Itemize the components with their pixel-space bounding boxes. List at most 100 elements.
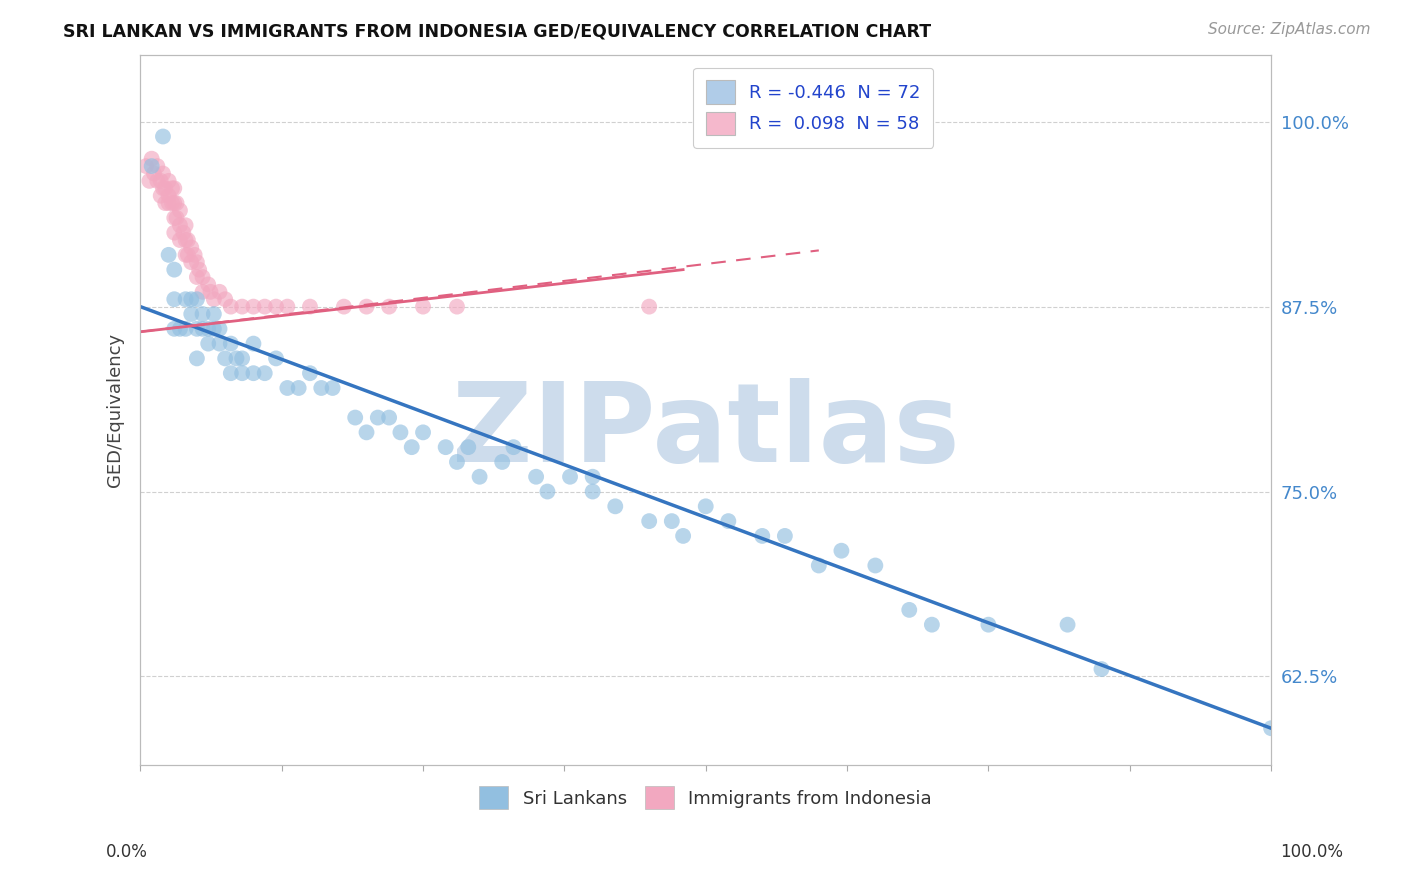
Point (401, 440, 423, 454)
Point (186, 292, 208, 306)
Point (446, 455, 468, 469)
Point (172, 226, 194, 240)
Point (865, 558, 887, 573)
Point (264, 351, 287, 366)
Point (157, 188, 180, 202)
Point (356, 300, 378, 314)
Point (169, 219, 191, 233)
Point (356, 425, 378, 440)
Point (174, 248, 197, 262)
Point (219, 336, 242, 351)
Point (225, 351, 247, 366)
Point (141, 159, 163, 173)
Point (174, 219, 197, 233)
Point (638, 300, 661, 314)
Point (163, 322, 186, 336)
Point (186, 351, 208, 366)
Point (186, 322, 208, 336)
Point (174, 233, 197, 247)
Point (166, 196, 188, 211)
Point (191, 285, 214, 299)
Point (582, 469, 605, 483)
Point (180, 292, 202, 306)
Point (155, 196, 177, 211)
Point (773, 529, 796, 543)
Point (276, 381, 298, 395)
Point (180, 307, 202, 321)
Point (163, 226, 186, 240)
Point (253, 300, 276, 314)
Point (558, 469, 581, 483)
Point (491, 455, 513, 469)
Point (202, 322, 225, 336)
Point (367, 410, 389, 425)
Point (157, 248, 180, 262)
Point (412, 300, 434, 314)
Point (378, 300, 401, 314)
Point (152, 166, 174, 180)
Point (157, 174, 180, 188)
Point (163, 292, 186, 306)
Point (412, 425, 434, 440)
Point (152, 129, 174, 144)
Point (717, 514, 740, 528)
Point (333, 300, 356, 314)
Point (242, 336, 264, 351)
Point (197, 322, 219, 336)
Point (434, 440, 457, 454)
Text: SRI LANKAN VS IMMIGRANTS FROM INDONESIA GED/EQUIVALENCY CORRELATION CHART: SRI LANKAN VS IMMIGRANTS FROM INDONESIA … (63, 22, 931, 40)
Point (389, 425, 412, 440)
Point (661, 514, 683, 528)
Point (200, 285, 222, 299)
Point (807, 558, 830, 573)
Point (142, 166, 165, 180)
Point (242, 366, 264, 380)
Text: 0.0%: 0.0% (105, 843, 148, 861)
Point (457, 440, 479, 454)
Point (174, 322, 197, 336)
Point (231, 366, 253, 380)
Point (149, 174, 172, 188)
Point (160, 196, 183, 211)
Point (208, 336, 231, 351)
Point (155, 181, 177, 195)
Point (582, 484, 605, 499)
Point (197, 277, 219, 292)
Point (197, 336, 219, 351)
Point (191, 322, 214, 336)
Point (1090, 662, 1112, 676)
Y-axis label: GED/Equivalency: GED/Equivalency (107, 333, 124, 487)
Point (502, 440, 524, 454)
Point (191, 270, 214, 285)
Point (672, 529, 695, 543)
Point (208, 322, 231, 336)
Point (214, 351, 236, 366)
Point (141, 152, 163, 166)
Point (298, 300, 321, 314)
Point (638, 514, 661, 528)
Point (536, 484, 558, 499)
Point (138, 174, 160, 188)
Point (231, 300, 253, 314)
Point (163, 181, 186, 195)
Point (180, 240, 202, 254)
Point (977, 617, 1000, 632)
Point (202, 292, 225, 306)
Point (298, 366, 321, 380)
Point (135, 159, 157, 173)
Point (180, 255, 202, 269)
Text: ZIPatlas: ZIPatlas (451, 378, 960, 485)
Point (146, 174, 169, 188)
Point (188, 262, 211, 277)
Point (344, 410, 367, 425)
Point (169, 203, 191, 218)
Point (898, 603, 921, 617)
Point (202, 307, 225, 321)
Point (695, 500, 717, 514)
Point (163, 196, 186, 211)
Point (214, 292, 236, 306)
Point (183, 248, 205, 262)
Point (219, 300, 242, 314)
Point (1260, 721, 1282, 735)
Point (186, 270, 208, 285)
